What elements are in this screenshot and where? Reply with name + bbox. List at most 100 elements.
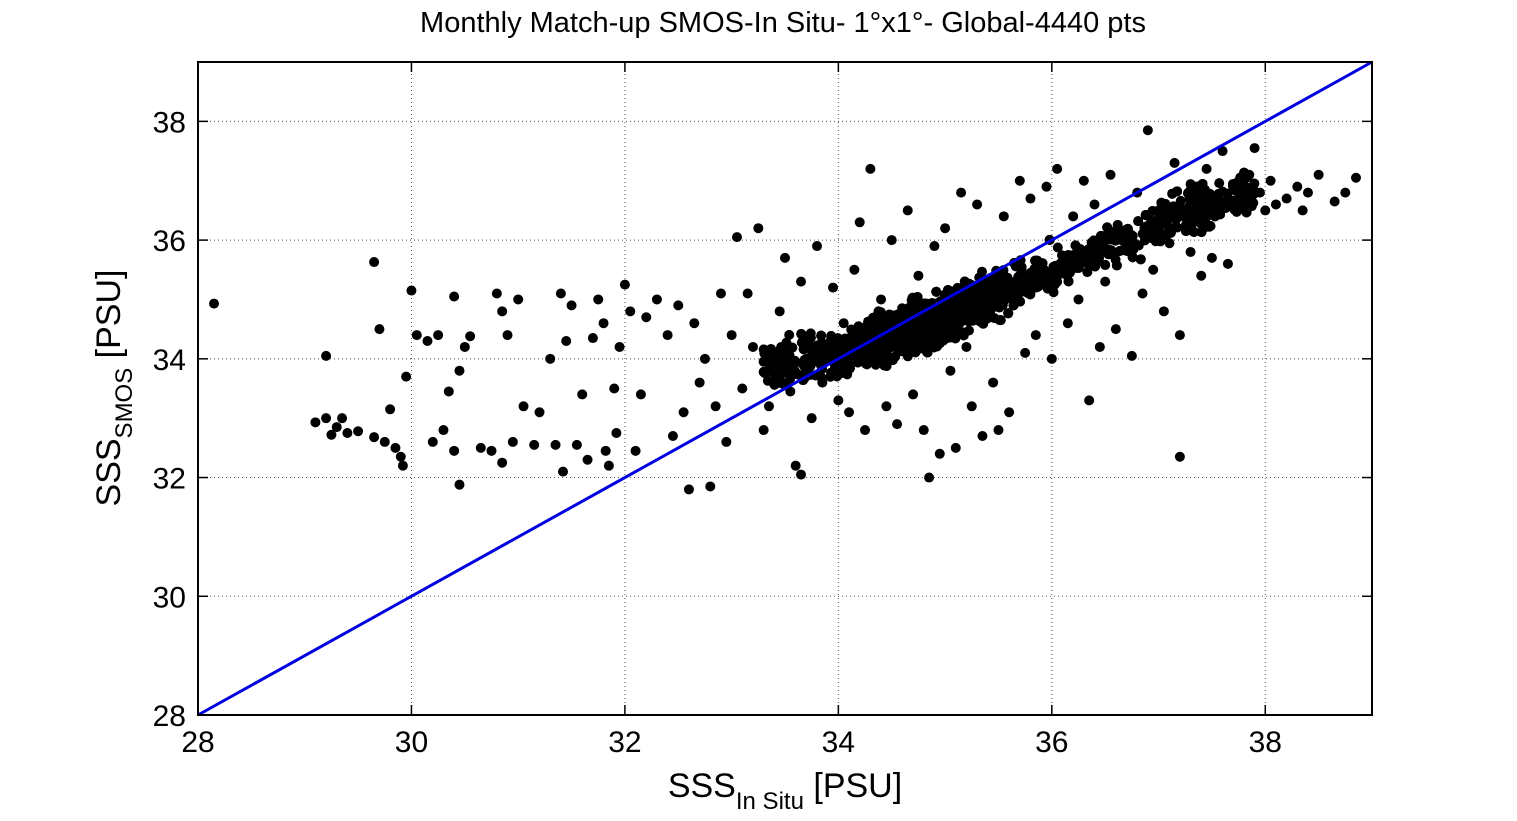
data-point xyxy=(422,336,433,347)
data-point xyxy=(1244,169,1255,180)
data-point xyxy=(905,334,916,345)
data-point xyxy=(812,241,823,252)
data-point xyxy=(995,315,1006,326)
data-point xyxy=(784,329,795,340)
data-point xyxy=(796,276,807,287)
data-point xyxy=(449,445,460,456)
data-point xyxy=(1156,197,1167,208)
data-point xyxy=(1249,143,1260,154)
data-point xyxy=(1204,188,1215,199)
data-point xyxy=(1265,175,1276,186)
data-point xyxy=(1164,238,1175,249)
data-point xyxy=(598,318,609,329)
data-point xyxy=(310,417,321,428)
data-point xyxy=(854,217,865,228)
data-point xyxy=(832,361,843,372)
data-point xyxy=(545,353,556,364)
data-point xyxy=(678,407,689,418)
y-axis-label-unit: [PSU] xyxy=(90,270,128,368)
data-point xyxy=(1063,250,1074,261)
data-point xyxy=(950,317,961,328)
data-point xyxy=(772,372,783,383)
data-point xyxy=(577,389,588,400)
data-point xyxy=(1133,216,1144,227)
data-point xyxy=(895,329,906,340)
data-point xyxy=(1196,270,1207,281)
data-point xyxy=(958,330,969,341)
data-point xyxy=(614,341,625,352)
data-point xyxy=(1222,188,1233,199)
data-point xyxy=(1095,230,1106,241)
x-tick-label: 32 xyxy=(608,726,641,759)
data-point xyxy=(726,330,737,341)
data-point xyxy=(1062,318,1073,329)
data-point xyxy=(385,404,396,415)
data-point xyxy=(1135,254,1146,265)
x-axis-label-main: SSS xyxy=(668,767,736,805)
data-point xyxy=(1142,125,1153,136)
y-tick-label: 34 xyxy=(153,344,186,377)
data-point xyxy=(406,285,417,296)
data-point xyxy=(651,294,662,305)
data-point xyxy=(1036,276,1047,287)
data-point xyxy=(977,430,988,441)
data-point xyxy=(635,389,646,400)
data-point xyxy=(683,484,694,495)
data-point xyxy=(908,320,919,331)
data-point xyxy=(611,428,622,439)
data-point xyxy=(774,306,785,317)
data-point xyxy=(1100,259,1111,270)
data-point xyxy=(1063,276,1074,287)
data-point xyxy=(1025,193,1036,204)
data-point xyxy=(803,335,814,346)
data-point xyxy=(776,342,787,353)
data-point xyxy=(785,386,796,397)
data-point xyxy=(1196,212,1207,223)
data-point xyxy=(1281,193,1292,204)
data-point xyxy=(1004,407,1015,418)
data-point xyxy=(844,340,855,351)
data-point xyxy=(902,205,913,216)
data-point xyxy=(1030,330,1041,341)
data-point xyxy=(1206,209,1217,220)
data-point xyxy=(641,312,652,323)
data-point xyxy=(931,341,942,352)
data-point xyxy=(662,330,673,341)
data-point xyxy=(865,163,876,174)
data-point xyxy=(507,436,518,447)
data-point xyxy=(438,425,449,436)
grid-lines xyxy=(198,62,1372,715)
data-point xyxy=(465,331,476,342)
data-point xyxy=(1206,252,1217,263)
data-point xyxy=(600,445,611,456)
chart-title: Monthly Match-up SMOS-In Situ- 1°x1°- Gl… xyxy=(420,7,1146,39)
data-point xyxy=(1089,260,1100,271)
data-point xyxy=(454,365,465,376)
data-point xyxy=(993,425,1004,436)
data-point xyxy=(1082,254,1093,265)
data-point xyxy=(874,347,885,358)
data-point xyxy=(753,223,764,234)
data-point xyxy=(1071,262,1082,273)
data-point xyxy=(1078,175,1089,186)
data-point xyxy=(1214,178,1225,189)
data-point xyxy=(758,366,769,377)
data-point xyxy=(801,353,812,364)
data-point xyxy=(1088,235,1099,246)
data-point xyxy=(1212,199,1223,210)
x-tick-label: 30 xyxy=(395,726,428,759)
data-point xyxy=(789,368,800,379)
data-point xyxy=(931,286,942,297)
data-point xyxy=(625,306,636,317)
data-point xyxy=(844,363,855,374)
data-point xyxy=(502,330,513,341)
y-tick-label: 32 xyxy=(153,463,186,496)
data-point xyxy=(886,235,897,246)
data-point xyxy=(784,358,795,369)
data-point xyxy=(758,425,769,436)
data-point xyxy=(1270,199,1281,210)
data-point xyxy=(798,344,809,355)
data-point xyxy=(763,401,774,412)
data-point xyxy=(1140,221,1151,232)
data-point xyxy=(934,448,945,459)
